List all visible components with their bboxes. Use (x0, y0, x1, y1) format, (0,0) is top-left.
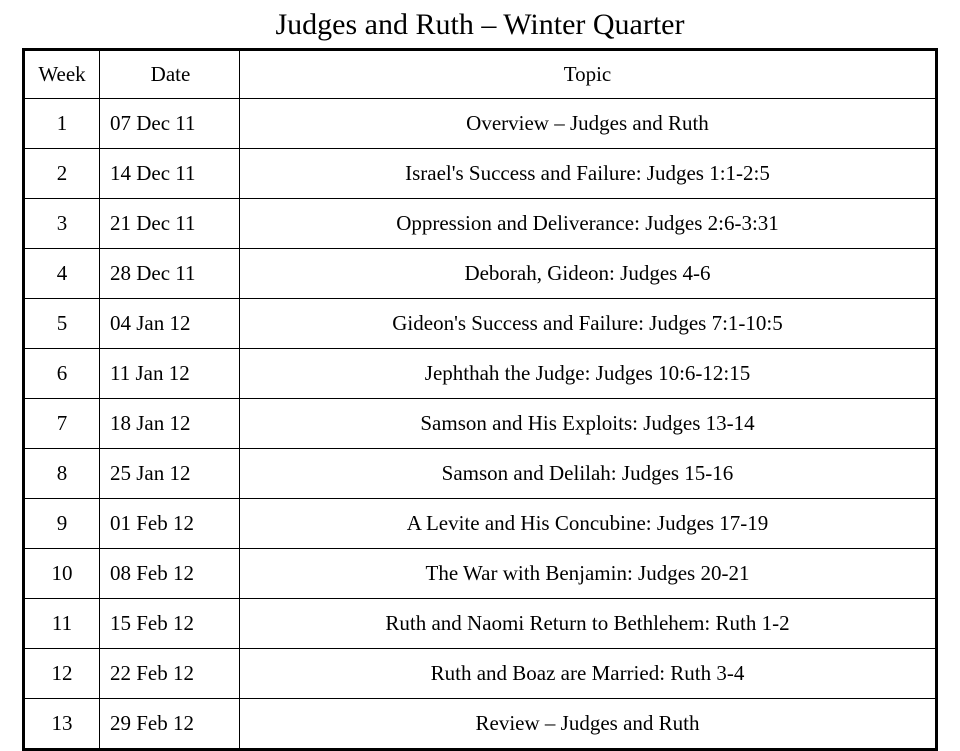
cell-week: 3 (24, 199, 100, 249)
cell-topic: Gideon's Success and Failure: Judges 7:1… (240, 299, 937, 349)
cell-topic: Oppression and Deliverance: Judges 2:6-3… (240, 199, 937, 249)
cell-week: 8 (24, 449, 100, 499)
cell-week: 6 (24, 349, 100, 399)
cell-date: 15 Feb 12 (100, 599, 240, 649)
cell-week: 1 (24, 99, 100, 149)
cell-week: 11 (24, 599, 100, 649)
table-row: 825 Jan 12Samson and Delilah: Judges 15-… (24, 449, 937, 499)
cell-week: 4 (24, 249, 100, 299)
cell-date: 01 Feb 12 (100, 499, 240, 549)
table-row: 107 Dec 11Overview – Judges and Ruth (24, 99, 937, 149)
cell-topic: Deborah, Gideon: Judges 4-6 (240, 249, 937, 299)
table-row: 428 Dec 11Deborah, Gideon: Judges 4-6 (24, 249, 937, 299)
cell-week: 9 (24, 499, 100, 549)
table-row: 1008 Feb 12The War with Benjamin: Judges… (24, 549, 937, 599)
cell-date: 11 Jan 12 (100, 349, 240, 399)
table-row: 901 Feb 12A Levite and His Concubine: Ju… (24, 499, 937, 549)
table-header-row: Week Date Topic (24, 50, 937, 99)
table-row: 718 Jan 12Samson and His Exploits: Judge… (24, 399, 937, 449)
cell-date: 21 Dec 11 (100, 199, 240, 249)
cell-topic: Samson and His Exploits: Judges 13-14 (240, 399, 937, 449)
cell-topic: Jephthah the Judge: Judges 10:6-12:15 (240, 349, 937, 399)
schedule-table: Week Date Topic 107 Dec 11Overview – Jud… (22, 48, 938, 751)
cell-week: 12 (24, 649, 100, 699)
cell-topic: The War with Benjamin: Judges 20-21 (240, 549, 937, 599)
cell-week: 2 (24, 149, 100, 199)
cell-week: 10 (24, 549, 100, 599)
cell-topic: Ruth and Naomi Return to Bethlehem: Ruth… (240, 599, 937, 649)
table-row: 611 Jan 12Jephthah the Judge: Judges 10:… (24, 349, 937, 399)
table-row: 1222 Feb 12Ruth and Boaz are Married: Ru… (24, 649, 937, 699)
cell-topic: Samson and Delilah: Judges 15-16 (240, 449, 937, 499)
cell-date: 07 Dec 11 (100, 99, 240, 149)
column-header-date: Date (100, 50, 240, 99)
table-row: 504 Jan 12Gideon's Success and Failure: … (24, 299, 937, 349)
cell-topic: A Levite and His Concubine: Judges 17-19 (240, 499, 937, 549)
cell-date: 22 Feb 12 (100, 649, 240, 699)
cell-topic: Ruth and Boaz are Married: Ruth 3-4 (240, 649, 937, 699)
column-header-topic: Topic (240, 50, 937, 99)
table-row: 1115 Feb 12Ruth and Naomi Return to Beth… (24, 599, 937, 649)
table-row: 321 Dec 11Oppression and Deliverance: Ju… (24, 199, 937, 249)
table-body: 107 Dec 11Overview – Judges and Ruth214 … (24, 99, 937, 750)
cell-date: 18 Jan 12 (100, 399, 240, 449)
column-header-week: Week (24, 50, 100, 99)
table-row: 1329 Feb 12Review – Judges and Ruth (24, 699, 937, 750)
page-title: Judges and Ruth – Winter Quarter (22, 8, 938, 42)
cell-date: 04 Jan 12 (100, 299, 240, 349)
cell-topic: Review – Judges and Ruth (240, 699, 937, 750)
cell-date: 25 Jan 12 (100, 449, 240, 499)
cell-topic: Overview – Judges and Ruth (240, 99, 937, 149)
table-row: 214 Dec 11Israel's Success and Failure: … (24, 149, 937, 199)
cell-date: 29 Feb 12 (100, 699, 240, 750)
cell-week: 7 (24, 399, 100, 449)
cell-date: 08 Feb 12 (100, 549, 240, 599)
cell-topic: Israel's Success and Failure: Judges 1:1… (240, 149, 937, 199)
cell-week: 13 (24, 699, 100, 750)
cell-week: 5 (24, 299, 100, 349)
cell-date: 28 Dec 11 (100, 249, 240, 299)
cell-date: 14 Dec 11 (100, 149, 240, 199)
